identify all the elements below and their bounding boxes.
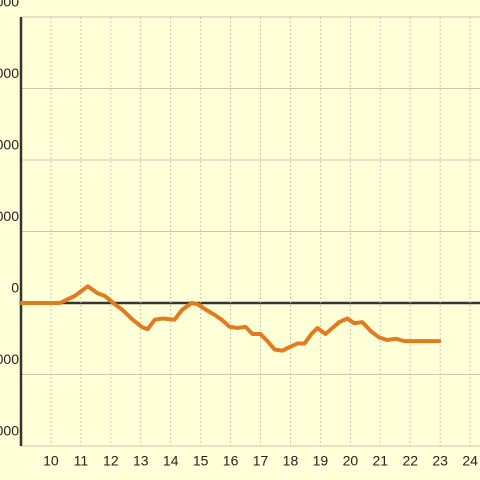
x-tick-label: 21 bbox=[373, 453, 389, 469]
y-tick-label: 12,000 bbox=[0, 0, 19, 10]
y-tick-label: 6,000 bbox=[0, 137, 19, 153]
x-tick-label: 24 bbox=[462, 453, 478, 469]
x-tick-label: 22 bbox=[402, 453, 418, 469]
y-tick-label: -3,000 bbox=[0, 351, 19, 367]
y-tick-label: 0 bbox=[11, 280, 19, 296]
x-tick-label: 11 bbox=[74, 453, 89, 469]
y-tick-label: 3,000 bbox=[0, 208, 19, 224]
x-tick-label: 15 bbox=[193, 453, 209, 469]
x-tick-label: 13 bbox=[133, 453, 149, 469]
x-tick-label: 20 bbox=[343, 453, 359, 469]
x-tick-label: 14 bbox=[163, 453, 179, 469]
x-tick-label: 10 bbox=[43, 453, 59, 469]
y-tick-label: 9,000 bbox=[0, 65, 19, 81]
x-tick-label: 18 bbox=[283, 453, 299, 469]
x-tick-label: 16 bbox=[223, 453, 239, 469]
x-tick-label: 23 bbox=[432, 453, 448, 469]
x-tick-label: 19 bbox=[313, 453, 329, 469]
x-tick-label: 17 bbox=[253, 453, 269, 469]
data-line bbox=[19, 284, 442, 353]
x-tick-label: 12 bbox=[103, 453, 119, 469]
y-tick-label: -6,000 bbox=[0, 423, 19, 439]
